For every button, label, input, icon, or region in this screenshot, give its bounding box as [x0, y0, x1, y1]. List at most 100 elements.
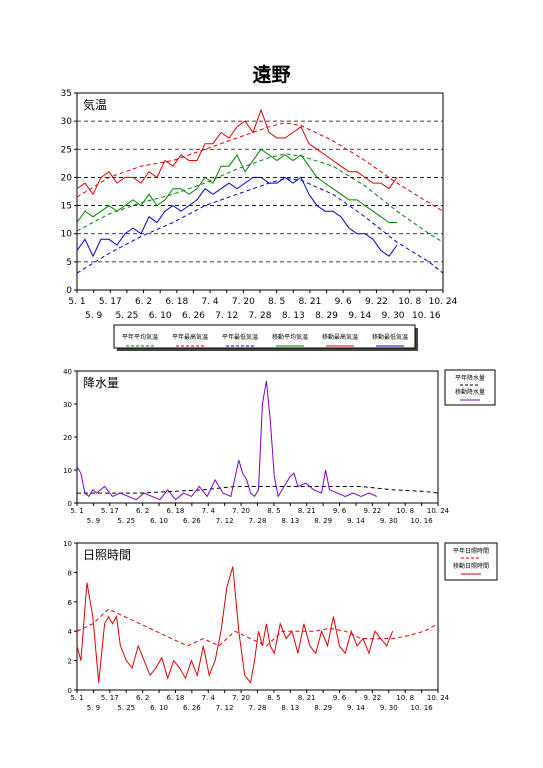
x-tick-label: 7. 12	[216, 704, 234, 712]
x-tick-label: 7. 28	[249, 704, 267, 712]
x-tick-label: 7. 4	[202, 507, 216, 515]
x-tick-label: 8. 29	[314, 704, 332, 712]
x-tick-label: 7. 4	[201, 297, 218, 307]
legend-label: 平年最低気温	[222, 333, 258, 341]
y-tick-label: 0	[66, 286, 72, 296]
series-line-5	[76, 108, 398, 196]
y-tick-label: 30	[61, 117, 73, 127]
series-line-1	[77, 486, 439, 494]
x-tick-label: 8. 21	[298, 694, 316, 702]
x-tick-label: 6. 10	[149, 311, 172, 321]
x-tick-label: 10. 24	[427, 694, 450, 702]
x-tick-label: 9. 14	[347, 704, 365, 712]
legend-label: 移動日照時間	[453, 562, 489, 570]
x-tick-label: 7. 20	[232, 297, 255, 307]
x-tick-label: 8. 13	[282, 311, 305, 321]
x-tick-label: 6. 26	[183, 704, 201, 712]
legend-box	[113, 324, 416, 349]
y-tick-label: 20	[63, 434, 72, 442]
x-tick-label: 6. 10	[150, 704, 168, 712]
series-line-4	[76, 148, 397, 223]
x-tick-label: 9. 30	[380, 517, 398, 525]
x-tick-label: 6. 2	[135, 297, 152, 307]
x-tick-label: 8. 5	[268, 297, 285, 307]
y-tick-label: 8	[68, 569, 72, 577]
x-tick-label: 8. 21	[298, 507, 316, 515]
x-tick-label: 5. 9	[87, 704, 100, 712]
x-tick-label: 9. 22	[363, 507, 381, 515]
x-tick-label: 10. 16	[410, 704, 433, 712]
legend-label: 移動平均気温	[272, 333, 308, 341]
x-tick-label: 8. 5	[267, 694, 280, 702]
x-tick-label: 5. 9	[87, 517, 100, 525]
x-tick-label: 7. 28	[249, 311, 272, 321]
x-tick-label: 5. 25	[115, 311, 138, 321]
precipitation-chart: 0 10 20 30 40 5. 1 5. 17 6. 2 6. 18 7. 4 7. 20 8. 5…	[63, 368, 496, 525]
series-line-6	[76, 176, 398, 258]
x-tick-label: 9. 30	[380, 704, 398, 712]
x-tick-label: 9. 6	[333, 694, 347, 702]
x-tick-label: 5. 1	[68, 297, 85, 307]
y-tick-label: 10	[63, 467, 72, 475]
y-tick-label: 15	[61, 202, 72, 212]
x-tick-label: 10. 16	[412, 311, 441, 321]
y-tick-label: 4	[68, 628, 73, 636]
plot-frame	[76, 92, 444, 291]
x-tick-label: 10. 8	[398, 297, 421, 307]
legend-label: 平年日照時間	[453, 547, 489, 555]
x-tick-label: 7. 12	[215, 311, 238, 321]
x-tick-label: 7. 12	[216, 517, 234, 525]
x-tick-label: 10. 16	[410, 517, 433, 525]
y-tick-label: 30	[63, 401, 72, 409]
y-tick-label: 20	[61, 173, 73, 183]
series-line-3	[76, 178, 444, 274]
y-tick-label: 5	[66, 258, 72, 268]
y-tick-label: 10	[63, 540, 72, 548]
x-tick-label: 6. 26	[182, 311, 205, 321]
x-tick-label: 5. 25	[117, 704, 135, 712]
series-line-2	[76, 380, 377, 501]
legend-label: 平年降水量	[455, 374, 485, 382]
y-tick-label: 6	[68, 599, 73, 607]
x-tick-label: 5. 17	[99, 297, 122, 307]
plot-title: 気温	[83, 97, 107, 112]
legend-label: 移動降水量	[455, 388, 485, 396]
plot-frame	[76, 542, 439, 691]
legend-box	[444, 369, 496, 406]
x-tick-label: 10. 24	[427, 507, 450, 515]
x-tick-label: 9. 14	[347, 517, 365, 525]
y-tick-label: 25	[61, 145, 72, 155]
x-tick-label: 8. 13	[281, 517, 299, 525]
x-tick-label: 9. 22	[365, 297, 388, 307]
x-tick-label: 8. 13	[281, 704, 299, 712]
x-tick-label: 5. 17	[101, 694, 119, 702]
x-tick-label: 6. 2	[136, 694, 149, 702]
series-line-1	[76, 153, 444, 243]
y-tick-label: 35	[61, 89, 72, 99]
x-tick-label: 5. 17	[101, 507, 119, 515]
x-tick-label: 6. 18	[167, 507, 185, 515]
x-tick-label: 6. 10	[150, 517, 168, 525]
x-tick-label: 6. 18	[167, 694, 185, 702]
x-tick-label: 7. 20	[232, 507, 250, 515]
x-tick-label: 6. 18	[165, 297, 188, 307]
x-tick-label: 9. 30	[382, 311, 405, 321]
legend-label: 平年平均気温	[122, 333, 158, 341]
x-tick-label: 6. 26	[183, 517, 201, 525]
x-tick-label: 7. 20	[232, 694, 250, 702]
x-tick-label: 9. 22	[363, 694, 381, 702]
page-title: 遠野	[252, 64, 291, 86]
y-tick-label: 40	[63, 368, 72, 376]
y-tick-label: 2	[68, 658, 72, 666]
x-tick-label: 7. 28	[249, 517, 267, 525]
x-tick-label: 9. 14	[348, 311, 371, 321]
legend-label: 平年最高気温	[172, 333, 208, 341]
x-tick-label: 7. 4	[202, 694, 216, 702]
x-tick-label: 8. 29	[315, 311, 338, 321]
plot-title: 降水量	[83, 376, 119, 390]
x-tick-label: 9. 6	[335, 297, 352, 307]
temperature-chart: 0 5 10 15 20 25 30 35 5. 1 5. 17 6. 2 6. 18 7. 4 7. 2…	[61, 89, 458, 351]
